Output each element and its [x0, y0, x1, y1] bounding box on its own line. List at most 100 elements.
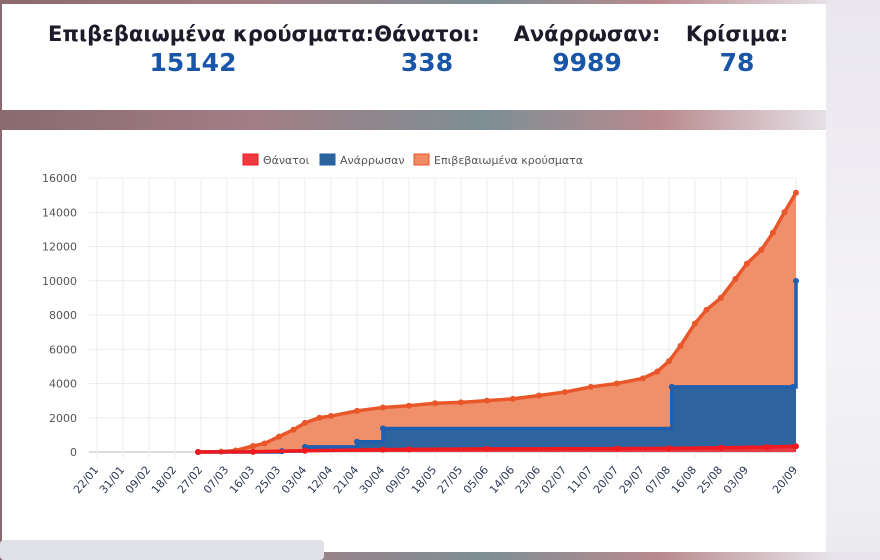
x-tick-label: 27/05: [435, 464, 465, 497]
stat-value: 338: [400, 48, 454, 77]
x-tick-label: 22/01: [71, 464, 101, 497]
data-point: [703, 306, 710, 313]
data-point: [639, 375, 646, 382]
data-point: [691, 320, 698, 327]
data-point: [781, 209, 788, 216]
data-point: [301, 447, 308, 454]
stats-panel: Επιβεβαιωμένα κρούσματα: 15142 Θάνατοι: …: [2, 4, 826, 110]
stat-critical: Κρίσιμα: 78: [682, 22, 792, 77]
series-area: [198, 192, 797, 453]
legend-label: Θάνατοι: [263, 154, 310, 167]
chart-card: 0 2000 4000 6000 8000 10000 12000 14000 16000 22/…: [2, 130, 826, 552]
y-tick-label: 0: [70, 446, 77, 459]
data-point: [290, 426, 297, 433]
data-point: [717, 444, 724, 451]
data-point: [613, 445, 620, 452]
x-tick-label: 07/03: [201, 464, 231, 497]
series-line: [198, 191, 798, 454]
data-point: [769, 229, 776, 236]
data-point: [379, 404, 386, 411]
x-tick-label: 29/07: [617, 464, 647, 497]
x-tick-label: 30/04: [357, 464, 387, 497]
y-tick-label: 4000: [49, 378, 77, 391]
data-point: [665, 445, 672, 452]
data-point: [275, 433, 282, 440]
stat-label: Ανάρρωσαν:: [513, 22, 661, 46]
data-point: [732, 276, 739, 283]
data-point: [758, 246, 765, 253]
x-tick-label: 12/04: [305, 464, 335, 497]
data-point: [301, 419, 308, 426]
x-tick-label: 05/06: [461, 464, 491, 497]
data-point: [743, 260, 750, 267]
bottom-tab[interactable]: [0, 540, 324, 560]
stat-recovered: Ανάρρωσαν: 9989: [507, 22, 667, 77]
data-point: [793, 443, 799, 450]
data-point: [793, 277, 799, 284]
x-tick-label: 31/01: [97, 464, 127, 497]
data-point: [457, 399, 464, 406]
x-tick-label: 18/05: [409, 464, 439, 497]
data-point: [764, 444, 771, 451]
data-point: [793, 189, 799, 196]
data-point: [668, 383, 675, 390]
data-point: [535, 392, 542, 399]
data-point: [654, 368, 661, 375]
data-point: [561, 389, 568, 396]
x-tick-label: 16/03: [227, 464, 257, 497]
x-tick-label: 18/02: [149, 464, 179, 497]
data-point: [327, 413, 334, 420]
data-point: [249, 448, 256, 455]
y-tick-label: 6000: [49, 343, 77, 356]
stat-deaths: Θάνατοι: 338: [362, 22, 492, 77]
y-tick-label: 2000: [49, 412, 77, 425]
data-point: [195, 449, 202, 455]
y-tick-label: 16000: [42, 172, 77, 185]
data-point: [665, 358, 672, 365]
covid-chart: 0 2000 4000 6000 8000 10000 12000 14000 16000 22/…: [42, 153, 800, 497]
x-tick-label: 07/08: [643, 464, 673, 497]
background-panel: [826, 0, 880, 552]
x-tick-label: 27/02: [175, 464, 205, 497]
stat-label: Θάνατοι:: [374, 22, 480, 46]
legend-label: Επιβεβαιωμένα κρούσματα: [434, 154, 583, 167]
x-tick-label: 09/05: [383, 464, 413, 497]
stat-confirmed: Επιβεβαιωμένα κρούσματα: 15142: [48, 22, 374, 77]
x-tick-label: 03/09: [721, 464, 751, 497]
x-tick-label: 23/06: [513, 464, 543, 497]
y-tick-label: 14000: [42, 206, 77, 219]
x-tick-label: 21/04: [331, 464, 361, 497]
data-point: [613, 380, 620, 387]
x-tick-label: 09/02: [123, 464, 153, 497]
data-point: [316, 414, 323, 421]
legend-label: Ανάρρωσαν: [340, 154, 404, 167]
data-point: [790, 383, 797, 390]
x-tick-label: 20/09: [770, 464, 800, 497]
data-point: [379, 446, 386, 453]
x-tick-label: 02/07: [539, 464, 569, 497]
y-tick-label: 8000: [49, 309, 77, 322]
x-tick-label: 03/04: [279, 464, 309, 497]
x-tick-label: 14/06: [487, 464, 517, 497]
data-point: [431, 400, 438, 407]
data-point: [353, 407, 360, 414]
series-area: [198, 280, 797, 452]
x-tick-label: 25/03: [253, 464, 283, 497]
stat-value: 78: [719, 48, 755, 77]
x-tick-label: 16/08: [669, 464, 699, 497]
data-point: [405, 446, 412, 453]
data-point: [249, 443, 256, 450]
data-point: [353, 438, 360, 445]
x-tick-label: 11/07: [565, 464, 595, 497]
stat-value: 9989: [552, 48, 622, 77]
data-point: [717, 294, 724, 301]
stat-label: Επιβεβαιωμένα κρούσματα:: [48, 22, 374, 46]
data-point: [509, 395, 516, 402]
x-tick-label: 20/07: [591, 464, 621, 497]
legend-swatch: [413, 153, 430, 166]
stat-label: Κρίσιμα:: [685, 22, 789, 46]
stat-value: 15142: [149, 48, 237, 77]
data-point: [587, 383, 594, 390]
legend-swatch: [319, 153, 336, 166]
data-point: [483, 397, 490, 404]
